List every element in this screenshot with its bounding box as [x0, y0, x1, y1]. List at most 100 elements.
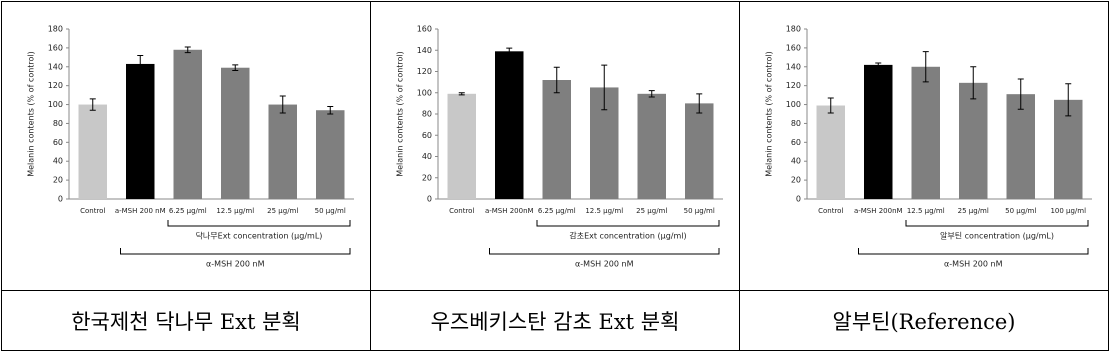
x-tick-label: Control — [449, 207, 474, 215]
bar — [684, 103, 713, 199]
x-tick-label: 12.5 μg/ml — [906, 207, 944, 215]
y-tick-label: 140 — [416, 46, 431, 55]
annotation: α-MSH 200 nM — [575, 260, 634, 269]
y-tick-label: 100 — [47, 100, 62, 109]
y-tick-label: 40 — [790, 157, 800, 166]
y-tick-label: 20 — [52, 176, 62, 185]
chart: Melanin contents (% of control) 0 20 40 60 80… — [764, 25, 1092, 269]
y-axis-label: Melanin contents (% of control) — [764, 51, 773, 177]
bar — [447, 93, 476, 199]
bar — [637, 93, 666, 199]
y-tick-label: 120 — [785, 81, 800, 90]
error-bar — [600, 64, 607, 111]
y-axis-label: Melanin contents (% of control) — [395, 51, 404, 177]
error-bar — [874, 62, 881, 68]
y-tick-label: 40 — [421, 152, 431, 161]
bar — [1006, 94, 1035, 199]
y-axis-label: Melanin contents (% of control) — [26, 51, 35, 177]
y-tick-label: 80 — [421, 110, 431, 119]
bracket — [488, 248, 719, 255]
error-bar — [648, 90, 655, 98]
x-tick-label: Control — [80, 207, 105, 215]
error-bar — [326, 105, 333, 115]
caption: 알부틴(Reference) — [739, 290, 1109, 351]
caption: 우즈베키스탄 감초 Ext 분획 — [370, 290, 740, 351]
x-tick-label: 12.5 μg/ml — [216, 207, 254, 215]
y-tick-label: 180 — [785, 25, 800, 34]
annotation: 알부틴 concentration (μg/mL) — [940, 231, 1054, 241]
y-tick-label: 120 — [47, 81, 62, 90]
y-tick-label: 0 — [57, 195, 62, 204]
annotation: α-MSH 200 nM — [206, 260, 265, 269]
bar — [78, 104, 107, 199]
y-tick-label: 60 — [52, 138, 62, 147]
y-tick-label: 0 — [795, 195, 800, 204]
y-tick-label: 80 — [790, 119, 800, 128]
y-tick-label: 160 — [785, 43, 800, 52]
annotation: α-MSH 200 nM — [944, 260, 1003, 269]
bar — [125, 63, 154, 199]
x-tick-label: 50 μg/ml — [314, 207, 345, 215]
x-tick-label: 6.25 μg/ml — [168, 207, 206, 215]
y-tick-label: 140 — [785, 62, 800, 71]
error-bar — [505, 47, 512, 55]
bar — [816, 105, 845, 199]
error-bar — [969, 66, 976, 100]
chart: Melanin contents (% of control) 0 20 40 60 80… — [395, 25, 723, 269]
bar — [268, 104, 297, 199]
error-bar — [231, 64, 238, 72]
y-tick-label: 120 — [416, 67, 431, 76]
error-bar — [695, 93, 702, 114]
chart-cell: Melanin contents (% of control) 0 20 40 60 80… — [739, 1, 1109, 291]
bar — [911, 66, 940, 200]
error-bar — [922, 51, 929, 83]
y-tick-label: 20 — [790, 176, 800, 185]
y-tick-label: 180 — [47, 25, 62, 34]
y-tick-label: 140 — [47, 62, 62, 71]
y-tick-label: 160 — [47, 43, 62, 52]
x-tick-label: a-MSH 200nM — [484, 207, 533, 215]
x-tick-label: a-MSH 200 nM — [114, 207, 165, 215]
y-tick-label: 100 — [416, 88, 431, 97]
y-tick-label: 60 — [790, 138, 800, 147]
bar — [173, 49, 202, 200]
y-tick-label: 0 — [426, 195, 431, 204]
error-bar — [184, 46, 191, 54]
bar — [958, 82, 987, 199]
error-bar — [136, 54, 143, 73]
x-tick-label: 100 μg/ml — [1050, 207, 1086, 215]
error-bar — [553, 66, 560, 94]
bar — [494, 51, 523, 199]
y-tick-label: 100 — [785, 100, 800, 109]
y-tick-label: 160 — [416, 25, 431, 34]
error-bar — [458, 92, 465, 96]
bracket — [905, 220, 1088, 227]
bracket — [167, 220, 350, 227]
caption: 한국제천 닥나무 Ext 분획 — [1, 290, 371, 351]
x-tick-label: 50 μg/ml — [1005, 207, 1036, 215]
error-bar — [827, 97, 834, 114]
bar — [863, 64, 892, 199]
bar — [542, 80, 571, 199]
error-bar — [1064, 83, 1071, 117]
y-tick-label: 60 — [421, 131, 431, 140]
chart: Melanin contents (% of control) 0 20 40 60 80… — [26, 25, 354, 269]
x-tick-label: 50 μg/ml — [683, 207, 714, 215]
y-tick-label: 40 — [52, 157, 62, 166]
y-tick-label: 80 — [52, 119, 62, 128]
bracket — [857, 248, 1088, 255]
annotation: 감초Ext concentration (μg/ml) — [569, 231, 686, 241]
x-tick-label: 25 μg/ml — [267, 207, 298, 215]
error-bar — [89, 98, 96, 111]
y-tick-label: 20 — [421, 173, 431, 182]
x-tick-label: 25 μg/ml — [636, 207, 667, 215]
bracket — [119, 248, 350, 255]
bar — [315, 110, 344, 199]
x-tick-label: 25 μg/ml — [957, 207, 988, 215]
x-tick-label: 6.25 μg/ml — [537, 207, 575, 215]
chart-cell: Melanin contents (% of control) 0 20 40 60 80… — [1, 1, 371, 291]
bar — [220, 67, 249, 199]
annotation: 닥나무Ext concentration (μg/mL) — [195, 231, 322, 241]
error-bar — [1017, 78, 1024, 110]
